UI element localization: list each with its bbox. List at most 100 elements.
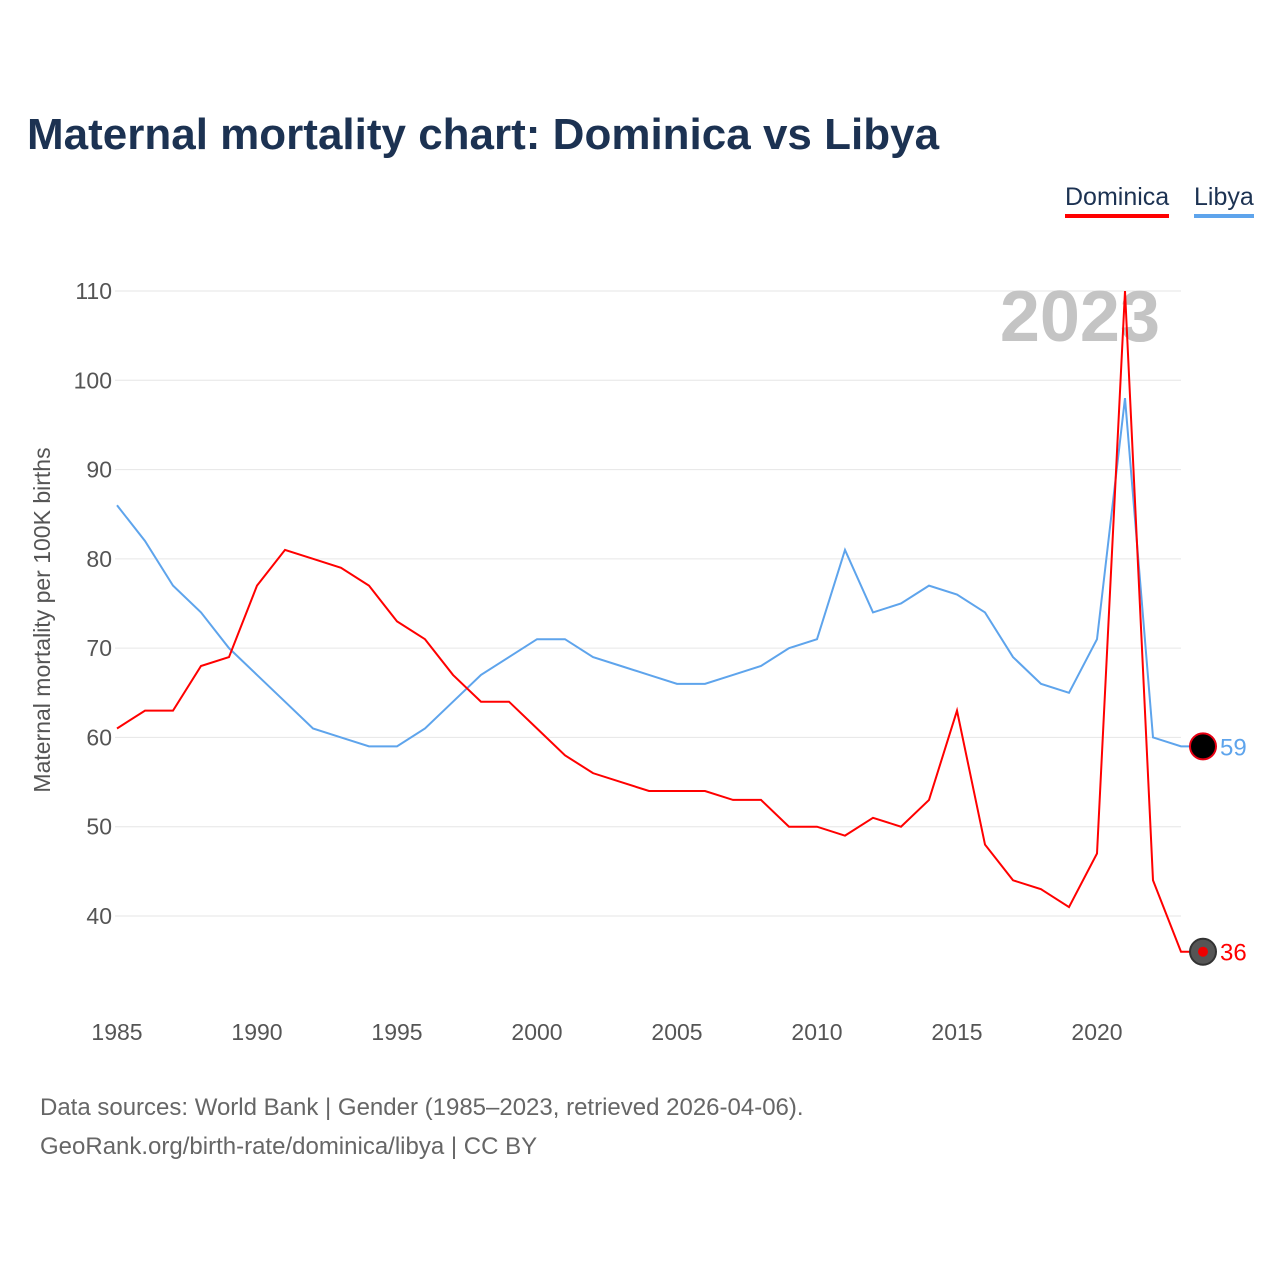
data-point	[507, 655, 511, 659]
y-tick-label: 40	[86, 903, 112, 929]
x-tick-label: 1990	[231, 1019, 282, 1045]
data-point	[339, 735, 343, 739]
data-point	[227, 646, 231, 650]
data-point	[815, 637, 819, 641]
y-tick-label: 90	[86, 457, 112, 483]
series-line-libya	[116, 398, 1203, 748]
data-point	[871, 816, 875, 820]
chart-title: Maternal mortality chart: Dominica vs Li…	[27, 110, 940, 159]
x-tick-label: 2000	[511, 1019, 562, 1045]
data-point	[563, 637, 567, 641]
data-point	[899, 825, 903, 829]
data-point	[619, 780, 623, 784]
series-line-dominica	[116, 290, 1203, 953]
y-tick-label: 70	[86, 635, 112, 661]
y-tick-label: 60	[86, 724, 112, 750]
data-point	[143, 709, 147, 713]
y-tick-label: 110	[75, 278, 112, 304]
x-tick-label: 2020	[1071, 1019, 1122, 1045]
data-point	[1151, 878, 1155, 882]
data-point	[199, 610, 203, 614]
data-point	[703, 682, 707, 686]
data-point	[479, 673, 483, 677]
y-tick-label: 50	[86, 814, 112, 840]
source-line-1: Data sources: World Bank | Gender (1985–…	[40, 1094, 804, 1121]
data-point	[367, 584, 371, 588]
y-tick-label: 100	[74, 367, 112, 393]
data-point	[311, 727, 315, 731]
data-point	[339, 566, 343, 570]
data-point	[591, 655, 595, 659]
data-point	[423, 727, 427, 731]
data-point	[171, 709, 175, 713]
data-point	[1123, 396, 1127, 400]
data-point	[1179, 950, 1183, 954]
data-point	[703, 789, 707, 793]
data-point	[731, 798, 735, 802]
x-tick-label: 2010	[791, 1019, 842, 1045]
data-point	[955, 709, 959, 713]
data-point	[115, 727, 119, 731]
data-point	[759, 798, 763, 802]
data-point	[395, 744, 399, 748]
data-point	[591, 771, 595, 775]
x-tick-label: 2015	[931, 1019, 982, 1045]
data-point	[1011, 878, 1015, 882]
data-point	[1067, 691, 1071, 695]
data-point	[647, 789, 651, 793]
data-point	[451, 700, 455, 704]
data-point	[451, 673, 455, 677]
data-point	[143, 539, 147, 543]
data-point	[1123, 289, 1127, 293]
data-point	[843, 548, 847, 552]
legend-libya[interactable]: Libya	[1194, 183, 1254, 218]
data-point	[255, 584, 259, 588]
data-point	[535, 637, 539, 641]
y-axis-label: Maternal mortality per 100K births	[29, 447, 55, 792]
source-line-2[interactable]: GeoRank.org/birth-rate/dominica/libya | …	[40, 1133, 538, 1160]
data-point	[871, 610, 875, 614]
data-point	[283, 700, 287, 704]
data-point	[731, 673, 735, 677]
data-point	[647, 673, 651, 677]
data-point	[983, 610, 987, 614]
data-point	[115, 503, 119, 507]
data-point	[1067, 905, 1071, 909]
x-tick-label: 1995	[371, 1019, 422, 1045]
data-point	[675, 682, 679, 686]
x-tick-label: 1985	[91, 1019, 142, 1045]
data-point	[983, 843, 987, 847]
legend-dominica[interactable]: Dominica	[1065, 183, 1170, 218]
data-point	[1095, 852, 1099, 856]
data-point	[1039, 887, 1043, 891]
data-point	[1011, 655, 1015, 659]
data-point	[927, 584, 931, 588]
data-point	[507, 700, 511, 704]
data-point	[171, 584, 175, 588]
data-point	[423, 637, 427, 641]
flag-emblem-icon	[1198, 946, 1208, 957]
data-point	[1151, 735, 1155, 739]
data-point	[899, 602, 903, 606]
data-point	[955, 593, 959, 597]
data-point	[619, 664, 623, 668]
data-point	[787, 646, 791, 650]
data-point	[843, 834, 847, 838]
data-point	[479, 700, 483, 704]
data-point	[283, 548, 287, 552]
data-point	[759, 664, 763, 668]
data-point	[815, 825, 819, 829]
data-point	[535, 727, 539, 731]
data-point	[1039, 682, 1043, 686]
data-point	[675, 789, 679, 793]
data-point	[927, 798, 931, 802]
source-note: Data sources: World Bank | Gender (1985–…	[40, 1088, 804, 1166]
y-tick-label: 80	[86, 546, 112, 572]
end-value-label: 36	[1220, 940, 1247, 967]
data-point	[227, 655, 231, 659]
data-point	[255, 673, 259, 677]
data-point	[311, 557, 315, 561]
data-point	[367, 744, 371, 748]
